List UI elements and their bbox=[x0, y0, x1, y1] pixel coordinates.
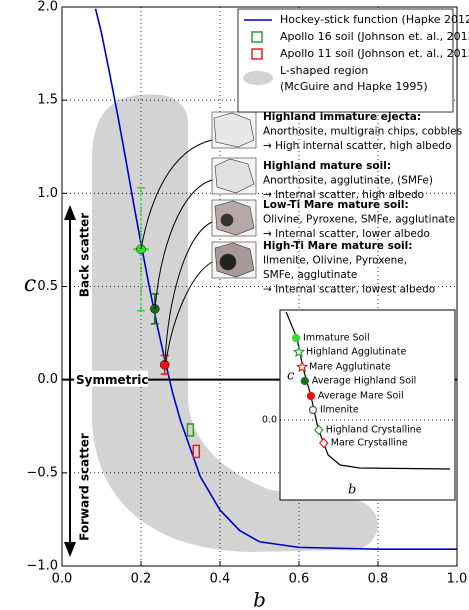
connectors bbox=[140, 139, 213, 363]
inset-point bbox=[300, 376, 309, 386]
inset-point-label: Highland Agglutinate bbox=[306, 347, 407, 358]
grain-icon bbox=[213, 112, 255, 148]
annotation-title: Low-Ti Mare mature soil: bbox=[263, 199, 409, 211]
grain-icon bbox=[214, 200, 255, 236]
grain-icon bbox=[219, 253, 237, 271]
plot-frame bbox=[61, 6, 458, 567]
background-layer bbox=[92, 94, 378, 552]
y-tick-label: 0.5 bbox=[37, 279, 58, 294]
inset-point bbox=[308, 405, 318, 415]
y-tick-label: 0.0 bbox=[37, 372, 58, 387]
data-point bbox=[136, 244, 146, 254]
legend-swatch bbox=[251, 48, 263, 60]
y-axis-label: c bbox=[24, 272, 36, 297]
data-point bbox=[192, 444, 201, 459]
grain-icons bbox=[211, 111, 257, 279]
arrow-head bbox=[64, 542, 76, 557]
arrow-label: Forward scatter bbox=[78, 433, 92, 541]
grain-icon bbox=[214, 158, 255, 194]
annotation-title: Highland mature soil: bbox=[263, 160, 391, 172]
annotation-line: → High internal scatter, high albedo bbox=[263, 140, 451, 152]
legend-swatch bbox=[251, 31, 263, 43]
connector bbox=[140, 139, 213, 250]
legend-box bbox=[237, 8, 454, 113]
annotation-line: Ilmenite, Olivine, Pyroxene, bbox=[263, 255, 407, 267]
annotation-line: Olivine, Pyroxene, SMFe, agglutinate bbox=[263, 214, 455, 226]
inset-y-tick-label: 0.0 bbox=[262, 415, 277, 426]
inset-point bbox=[295, 360, 309, 373]
x-tick-label: 1.0 bbox=[447, 572, 468, 587]
l-shaped-region bbox=[92, 94, 378, 552]
inset-point bbox=[318, 437, 329, 449]
y-tick-label: 1.5 bbox=[37, 93, 58, 108]
inset-point-label: Mare Crystalline bbox=[331, 438, 408, 449]
inset-point-label: Highland Crystalline bbox=[326, 425, 422, 436]
annotation-title: High-Ti Mare mature soil: bbox=[263, 240, 412, 252]
inset-point bbox=[292, 345, 306, 358]
annotation-line: → Internal scatter, high albedo bbox=[263, 189, 424, 201]
arrow-label: Symmetric bbox=[76, 373, 149, 387]
inset-point bbox=[291, 333, 301, 343]
legend-label: (McGuire and Hapke 1995) bbox=[280, 80, 428, 93]
annotation-title: Highland immature ejecta: bbox=[263, 111, 421, 123]
legend-label: Apollo 16 soil (Johnson et. al., 2013) bbox=[280, 30, 469, 43]
connector bbox=[165, 261, 213, 363]
x-tick-label: 0.8 bbox=[368, 572, 389, 587]
inset-point-label: Ilmenite bbox=[320, 405, 359, 416]
legend-label: L-shaped region bbox=[280, 64, 368, 77]
x-axis-label: b bbox=[253, 588, 266, 610]
connector bbox=[164, 221, 213, 363]
x-tick-label: 0.6 bbox=[289, 572, 310, 587]
y-tick-label: 1.0 bbox=[37, 186, 58, 201]
inset-point bbox=[306, 391, 316, 401]
legend-swatch bbox=[243, 71, 273, 85]
annotation-line: → Internal scatter, lowest albedo bbox=[263, 284, 435, 296]
inset-point-label: Average Highland Soil bbox=[312, 376, 417, 387]
inset-point-label: Average Mare Soil bbox=[318, 391, 404, 402]
legend-label: Apollo 11 soil (Johnson et. al., 2013) bbox=[280, 47, 469, 60]
y-tick-label: −1.0 bbox=[26, 559, 58, 574]
annotation-line: → Internal scatter, lower albedo bbox=[263, 228, 430, 240]
x-tick-label: 0.4 bbox=[210, 572, 231, 587]
y-tick-label: 2.0 bbox=[37, 0, 58, 15]
inset-point bbox=[313, 424, 324, 436]
data-point bbox=[186, 423, 195, 437]
inset-point-label: Mare Agglutinate bbox=[309, 362, 391, 373]
x-tick-label: 0.2 bbox=[131, 572, 152, 587]
annotation-line: SMFe, agglutinate bbox=[263, 269, 357, 281]
foreground-layer: 0.0 0.2 0.4 0.6 0.8 1.0 −1.0 −0.5 0.0 0.5 1.0 1.5 2.… bbox=[24, 0, 469, 610]
inset-point-label: Immature Soil bbox=[303, 333, 370, 344]
annotation-line: Anorthosite, agglutinate, (SMFe) bbox=[263, 175, 433, 187]
connector bbox=[154, 179, 213, 310]
annotation-line: Anorthosite, multigrain chips, cobbles bbox=[263, 126, 462, 138]
label-bg bbox=[74, 370, 148, 387]
legend-label: Hockey-stick function (Hapke 2012) bbox=[280, 13, 469, 26]
arrow-head bbox=[64, 205, 76, 220]
x-tick-label: 0.0 bbox=[52, 572, 73, 587]
grain-icon bbox=[220, 213, 234, 227]
arrow-label: Back scatter bbox=[78, 213, 92, 297]
y-tick-label: −0.5 bbox=[26, 465, 58, 480]
inset-y-label: c bbox=[287, 369, 295, 384]
inset-x-label: b bbox=[348, 483, 356, 498]
